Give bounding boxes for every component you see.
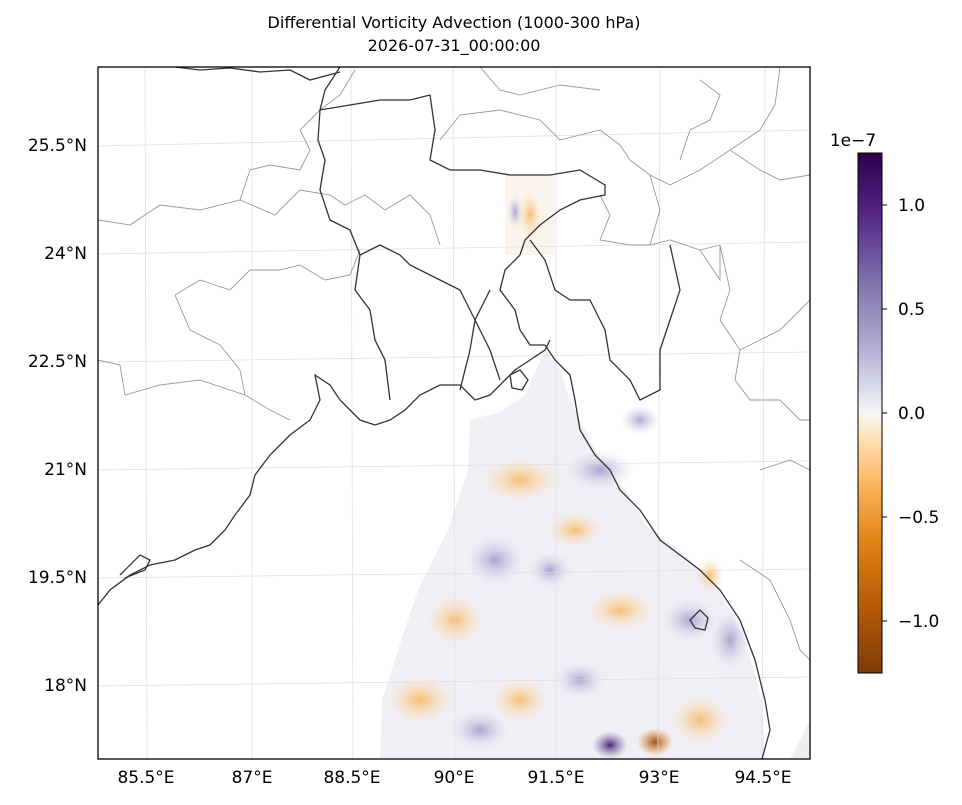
plot-subtitle-datetime: 2026-07-31_00:00:00: [367, 36, 541, 55]
map-frame-border: [97, 66, 811, 760]
colorbar-exponent: 1e−7: [830, 131, 876, 151]
vorticity-field-ocean: [380, 350, 765, 759]
lat-label: 22.5°N: [28, 352, 87, 372]
lat-label: 19.5°N: [28, 568, 87, 588]
lat-label: 18°N: [44, 676, 87, 696]
lon-label: 90°E: [434, 768, 475, 788]
colorbar-tick-label: 0.0: [898, 404, 925, 424]
lon-label: 91.5°E: [527, 768, 584, 788]
plot-title: Differential Vorticity Advection (1000-3…: [267, 13, 641, 32]
colorbar-tick-label: 0.5: [898, 300, 925, 320]
latitude-labels: 25.5°N 24°N 22.5°N 21°N 19.5°N 18°N: [28, 136, 87, 696]
map-gridlines: [98, 67, 810, 759]
lat-label: 25.5°N: [28, 136, 87, 156]
lon-label: 85.5°E: [117, 768, 174, 788]
colorbar-tick-label: −1.0: [898, 612, 939, 632]
country-borders: [98, 67, 771, 759]
map-area: [98, 67, 810, 759]
internal-borders: [98, 67, 810, 661]
lon-label: 87°E: [232, 768, 273, 788]
lon-label: 93°E: [639, 768, 680, 788]
lon-label: 94.5°E: [734, 768, 791, 788]
lon-label: 88.5°E: [323, 768, 380, 788]
lat-label: 21°N: [44, 460, 87, 480]
colorbar-tick-label: −0.5: [898, 508, 939, 528]
colorbar: 1e−7 1.0 0.5 0.0 −0.5 −1.0: [830, 131, 939, 674]
colorbar-gradient: [857, 152, 883, 674]
colorbar-tick-label: 1.0: [898, 196, 925, 216]
lat-label: 24°N: [44, 244, 87, 264]
longitude-labels: 85.5°E 87°E 88.5°E 90°E 91.5°E 93°E 94.5…: [117, 768, 791, 788]
